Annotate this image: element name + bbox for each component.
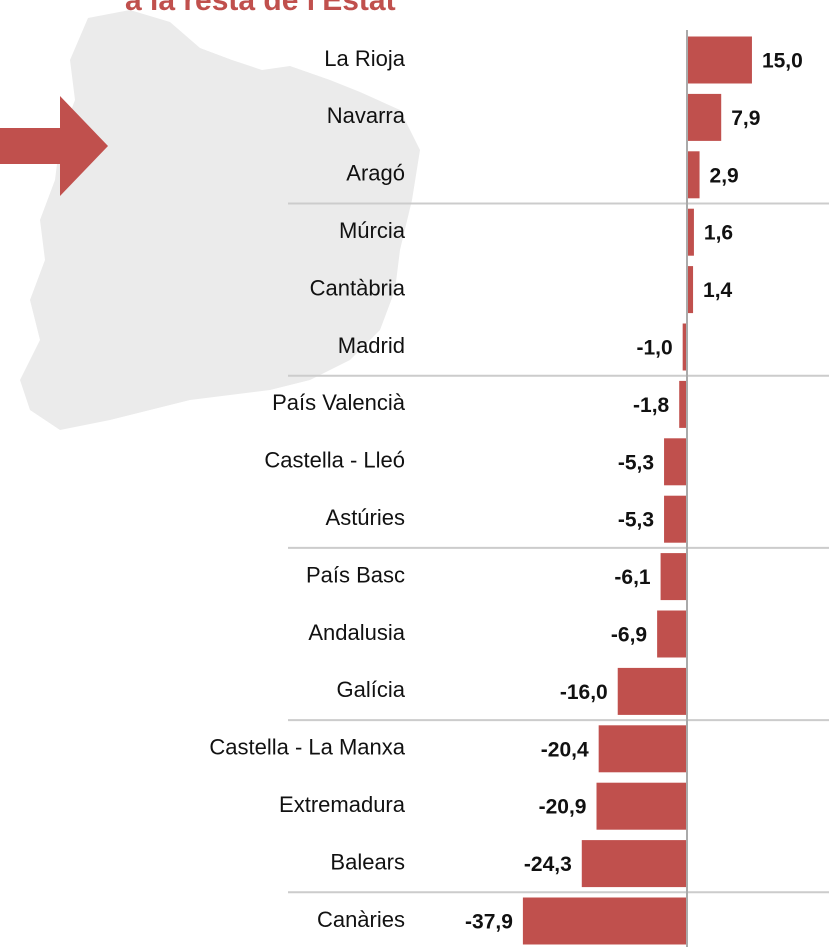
value-label: -20,4 <box>541 738 589 761</box>
category-label: Canàries <box>317 907 405 932</box>
value-label: 2,9 <box>710 164 739 187</box>
category-label: Galícia <box>337 677 406 702</box>
bar <box>596 782 687 830</box>
category-label: País Basc <box>306 562 405 587</box>
category-label: Extremadura <box>279 792 406 817</box>
bar <box>687 151 700 199</box>
bar <box>664 438 687 486</box>
value-label: -1,0 <box>636 337 672 360</box>
value-label: -6,9 <box>611 624 647 647</box>
bar <box>598 725 687 773</box>
category-label: La Rioja <box>324 46 405 71</box>
category-label: País Valencià <box>272 390 406 415</box>
map-shape <box>20 10 420 430</box>
bar <box>660 553 687 601</box>
value-label: -37,9 <box>465 911 513 934</box>
bar <box>682 323 687 371</box>
bar <box>657 610 687 658</box>
value-label: -20,9 <box>539 796 587 819</box>
category-label: Cantàbria <box>310 275 406 300</box>
bar <box>687 266 694 314</box>
category-label: Castella - Lleó <box>264 448 405 473</box>
value-label: -1,8 <box>633 394 670 417</box>
bar <box>687 93 722 141</box>
bar <box>617 667 687 715</box>
bar <box>679 380 687 428</box>
category-label: Múrcia <box>339 218 406 243</box>
value-label: -5,3 <box>618 451 654 474</box>
category-label: Astúries <box>326 505 405 530</box>
category-label: Andalusia <box>308 620 405 645</box>
value-label: 1,4 <box>703 279 733 302</box>
chart-title: a la resta de l'Estat <box>125 0 396 17</box>
category-label: Aragó <box>346 161 405 186</box>
category-label: Navarra <box>327 103 406 128</box>
bar <box>522 897 687 945</box>
value-label: -24,3 <box>524 853 572 876</box>
value-label: 15,0 <box>762 50 803 73</box>
bar <box>687 208 694 256</box>
value-label: -16,0 <box>560 681 608 704</box>
value-label: -6,1 <box>614 566 651 589</box>
category-label: Balears <box>330 849 405 874</box>
value-label: 1,6 <box>704 222 733 245</box>
bar <box>664 495 687 543</box>
arrow-icon <box>0 96 108 196</box>
category-label: Madrid <box>338 333 405 358</box>
value-label: 7,9 <box>731 107 760 130</box>
bar <box>687 36 752 84</box>
value-label: -5,3 <box>618 509 654 532</box>
bar <box>581 840 687 888</box>
category-label: Castella - La Manxa <box>209 735 405 760</box>
